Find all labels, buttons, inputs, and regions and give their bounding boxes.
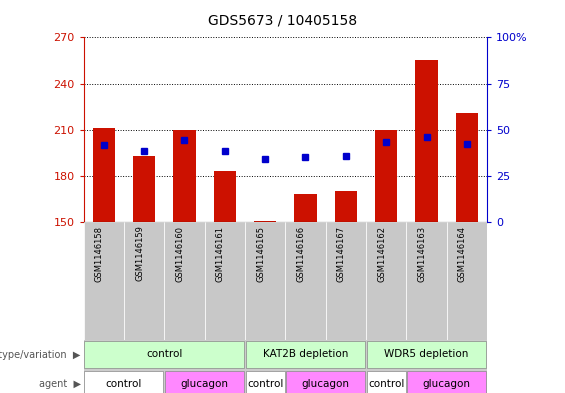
- Text: GSM1146166: GSM1146166: [297, 226, 306, 282]
- FancyBboxPatch shape: [124, 222, 164, 340]
- FancyBboxPatch shape: [285, 222, 325, 340]
- FancyBboxPatch shape: [84, 222, 124, 340]
- Bar: [84, 371, 163, 393]
- Text: genotype/variation  ▶: genotype/variation ▶: [0, 350, 81, 360]
- Bar: [456, 113, 478, 222]
- Text: KAT2B depletion: KAT2B depletion: [263, 349, 348, 359]
- Text: glucagon: glucagon: [181, 378, 229, 389]
- Text: control: control: [106, 378, 142, 389]
- Bar: [214, 171, 236, 222]
- Text: GSM1146165: GSM1146165: [256, 226, 265, 281]
- Text: control: control: [368, 378, 405, 389]
- Bar: [93, 128, 115, 222]
- Text: glucagon: glucagon: [302, 378, 350, 389]
- Text: GSM1146160: GSM1146160: [176, 226, 184, 281]
- Bar: [133, 156, 155, 222]
- Text: glucagon: glucagon: [423, 378, 471, 389]
- Text: GSM1146164: GSM1146164: [458, 226, 467, 281]
- FancyBboxPatch shape: [447, 222, 487, 340]
- Bar: [367, 371, 406, 393]
- Text: WDR5 depletion: WDR5 depletion: [384, 349, 469, 359]
- Bar: [173, 130, 195, 222]
- Bar: [334, 191, 357, 222]
- Bar: [165, 371, 244, 393]
- Bar: [407, 371, 486, 393]
- FancyBboxPatch shape: [245, 222, 285, 340]
- Text: GSM1146162: GSM1146162: [377, 226, 386, 281]
- FancyBboxPatch shape: [366, 222, 406, 340]
- Text: GSM1146167: GSM1146167: [337, 226, 346, 282]
- FancyBboxPatch shape: [325, 222, 366, 340]
- Text: GSM1146163: GSM1146163: [418, 226, 427, 282]
- Bar: [294, 194, 316, 222]
- Bar: [246, 371, 285, 393]
- Bar: [375, 130, 397, 222]
- Text: GSM1146158: GSM1146158: [95, 226, 104, 281]
- Text: GSM1146159: GSM1146159: [135, 226, 144, 281]
- FancyBboxPatch shape: [205, 222, 245, 340]
- Bar: [246, 342, 365, 368]
- Bar: [415, 61, 438, 222]
- Text: GDS5673 / 10405158: GDS5673 / 10405158: [208, 14, 357, 28]
- Bar: [84, 342, 244, 368]
- Text: agent  ▶: agent ▶: [39, 379, 81, 389]
- Text: control: control: [146, 349, 182, 359]
- Text: control: control: [247, 378, 283, 389]
- FancyBboxPatch shape: [164, 222, 205, 340]
- Text: GSM1146161: GSM1146161: [216, 226, 225, 281]
- Bar: [286, 371, 365, 393]
- Bar: [367, 342, 486, 368]
- FancyBboxPatch shape: [406, 222, 447, 340]
- Bar: [254, 220, 276, 222]
